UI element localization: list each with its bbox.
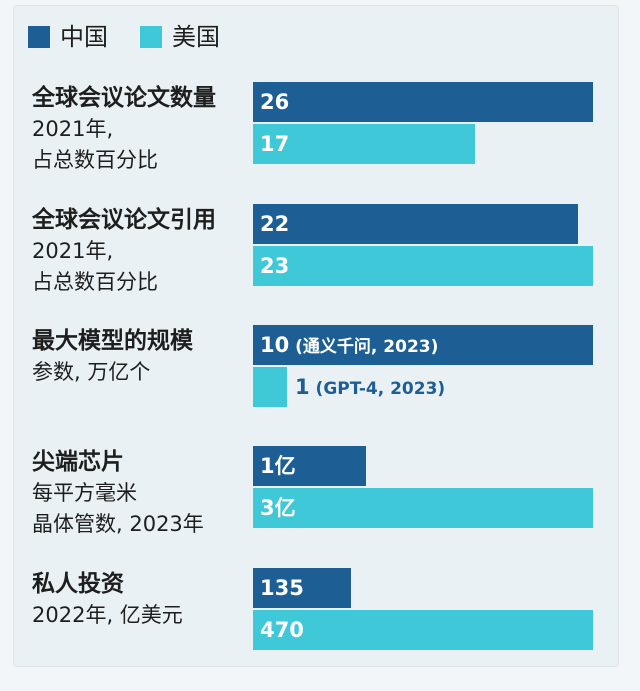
legend-swatch-usa bbox=[140, 26, 162, 48]
bar-value-label-china: 1亿 bbox=[260, 446, 296, 486]
group-title: 最大模型的规模 bbox=[32, 328, 193, 354]
group-subtitle: 占总数百分比 bbox=[32, 270, 158, 294]
bar-note: (GPT-4, 2023) bbox=[309, 379, 446, 399]
legend-item-usa: 美国 bbox=[140, 25, 220, 49]
group-subtitle: 2021年, bbox=[32, 117, 114, 141]
bar-value-label-china: 26 bbox=[260, 82, 289, 122]
bar-value: 23 bbox=[260, 254, 290, 278]
bar-value-label-usa: 3亿 bbox=[260, 488, 296, 528]
bar-value: 22 bbox=[260, 212, 290, 236]
bar-value: 10 bbox=[260, 333, 290, 357]
bar-usa bbox=[253, 246, 593, 286]
bar-usa bbox=[253, 488, 593, 528]
legend-label-china: 中国 bbox=[60, 23, 108, 51]
group-title: 私人投资 bbox=[32, 571, 124, 597]
bar-usa bbox=[253, 367, 287, 407]
group-title: 尖端芯片 bbox=[32, 449, 124, 475]
group-subtitle: 2021年, bbox=[32, 239, 114, 263]
bar-value-label-usa: 470 bbox=[260, 610, 304, 650]
bar-value: 3亿 bbox=[260, 496, 296, 520]
legend: 中国 美国 bbox=[28, 22, 252, 52]
group-subtitle: 参数, 万亿个 bbox=[32, 360, 151, 384]
bar-china bbox=[253, 568, 351, 608]
bar-note: (通义千问, 2023) bbox=[289, 337, 439, 357]
legend-swatch-china bbox=[28, 26, 50, 48]
bar-value-label-usa: 1 (GPT-4, 2023) bbox=[295, 367, 445, 409]
bar-value: 1 bbox=[295, 375, 310, 399]
bar-value-label-china: 22 bbox=[260, 204, 289, 244]
bar-value-label-usa: 23 bbox=[260, 246, 289, 286]
group-label: 全球会议论文数量 2021年, 占总数百分比 bbox=[32, 82, 252, 176]
bar-china bbox=[253, 82, 593, 122]
group-label: 私人投资 2022年, 亿美元 bbox=[32, 568, 252, 631]
bar-value: 17 bbox=[260, 132, 290, 156]
bar-china bbox=[253, 204, 578, 244]
bar-value: 470 bbox=[260, 618, 304, 642]
group-label: 全球会议论文引用 2021年, 占总数百分比 bbox=[32, 204, 252, 298]
group-subtitle: 占总数百分比 bbox=[32, 148, 158, 172]
bar-value-label-usa: 17 bbox=[260, 124, 289, 164]
bar-china bbox=[253, 325, 593, 365]
group-title: 全球会议论文数量 bbox=[32, 85, 216, 111]
group-subtitle: 每平方毫米 bbox=[32, 481, 137, 505]
legend-item-china: 中国 bbox=[28, 25, 108, 49]
group-subtitle: 2022年, 亿美元 bbox=[32, 603, 183, 627]
bar-value: 135 bbox=[260, 576, 304, 600]
legend-label-usa: 美国 bbox=[172, 23, 220, 51]
bar-china bbox=[253, 446, 366, 486]
bar-value-label-china: 10 (通义千问, 2023) bbox=[260, 325, 438, 367]
bar-value-label-china: 135 bbox=[260, 568, 304, 608]
group-title: 全球会议论文引用 bbox=[32, 207, 216, 233]
bar-usa bbox=[253, 610, 593, 650]
group-label: 最大模型的规模 参数, 万亿个 bbox=[32, 325, 252, 388]
bar-value: 26 bbox=[260, 90, 290, 114]
bar-value: 1亿 bbox=[260, 454, 296, 478]
bar-usa bbox=[253, 124, 475, 164]
group-label: 尖端芯片每平方毫米晶体管数, 2023年 bbox=[32, 446, 252, 540]
group-subtitle: 晶体管数, 2023年 bbox=[32, 512, 204, 536]
